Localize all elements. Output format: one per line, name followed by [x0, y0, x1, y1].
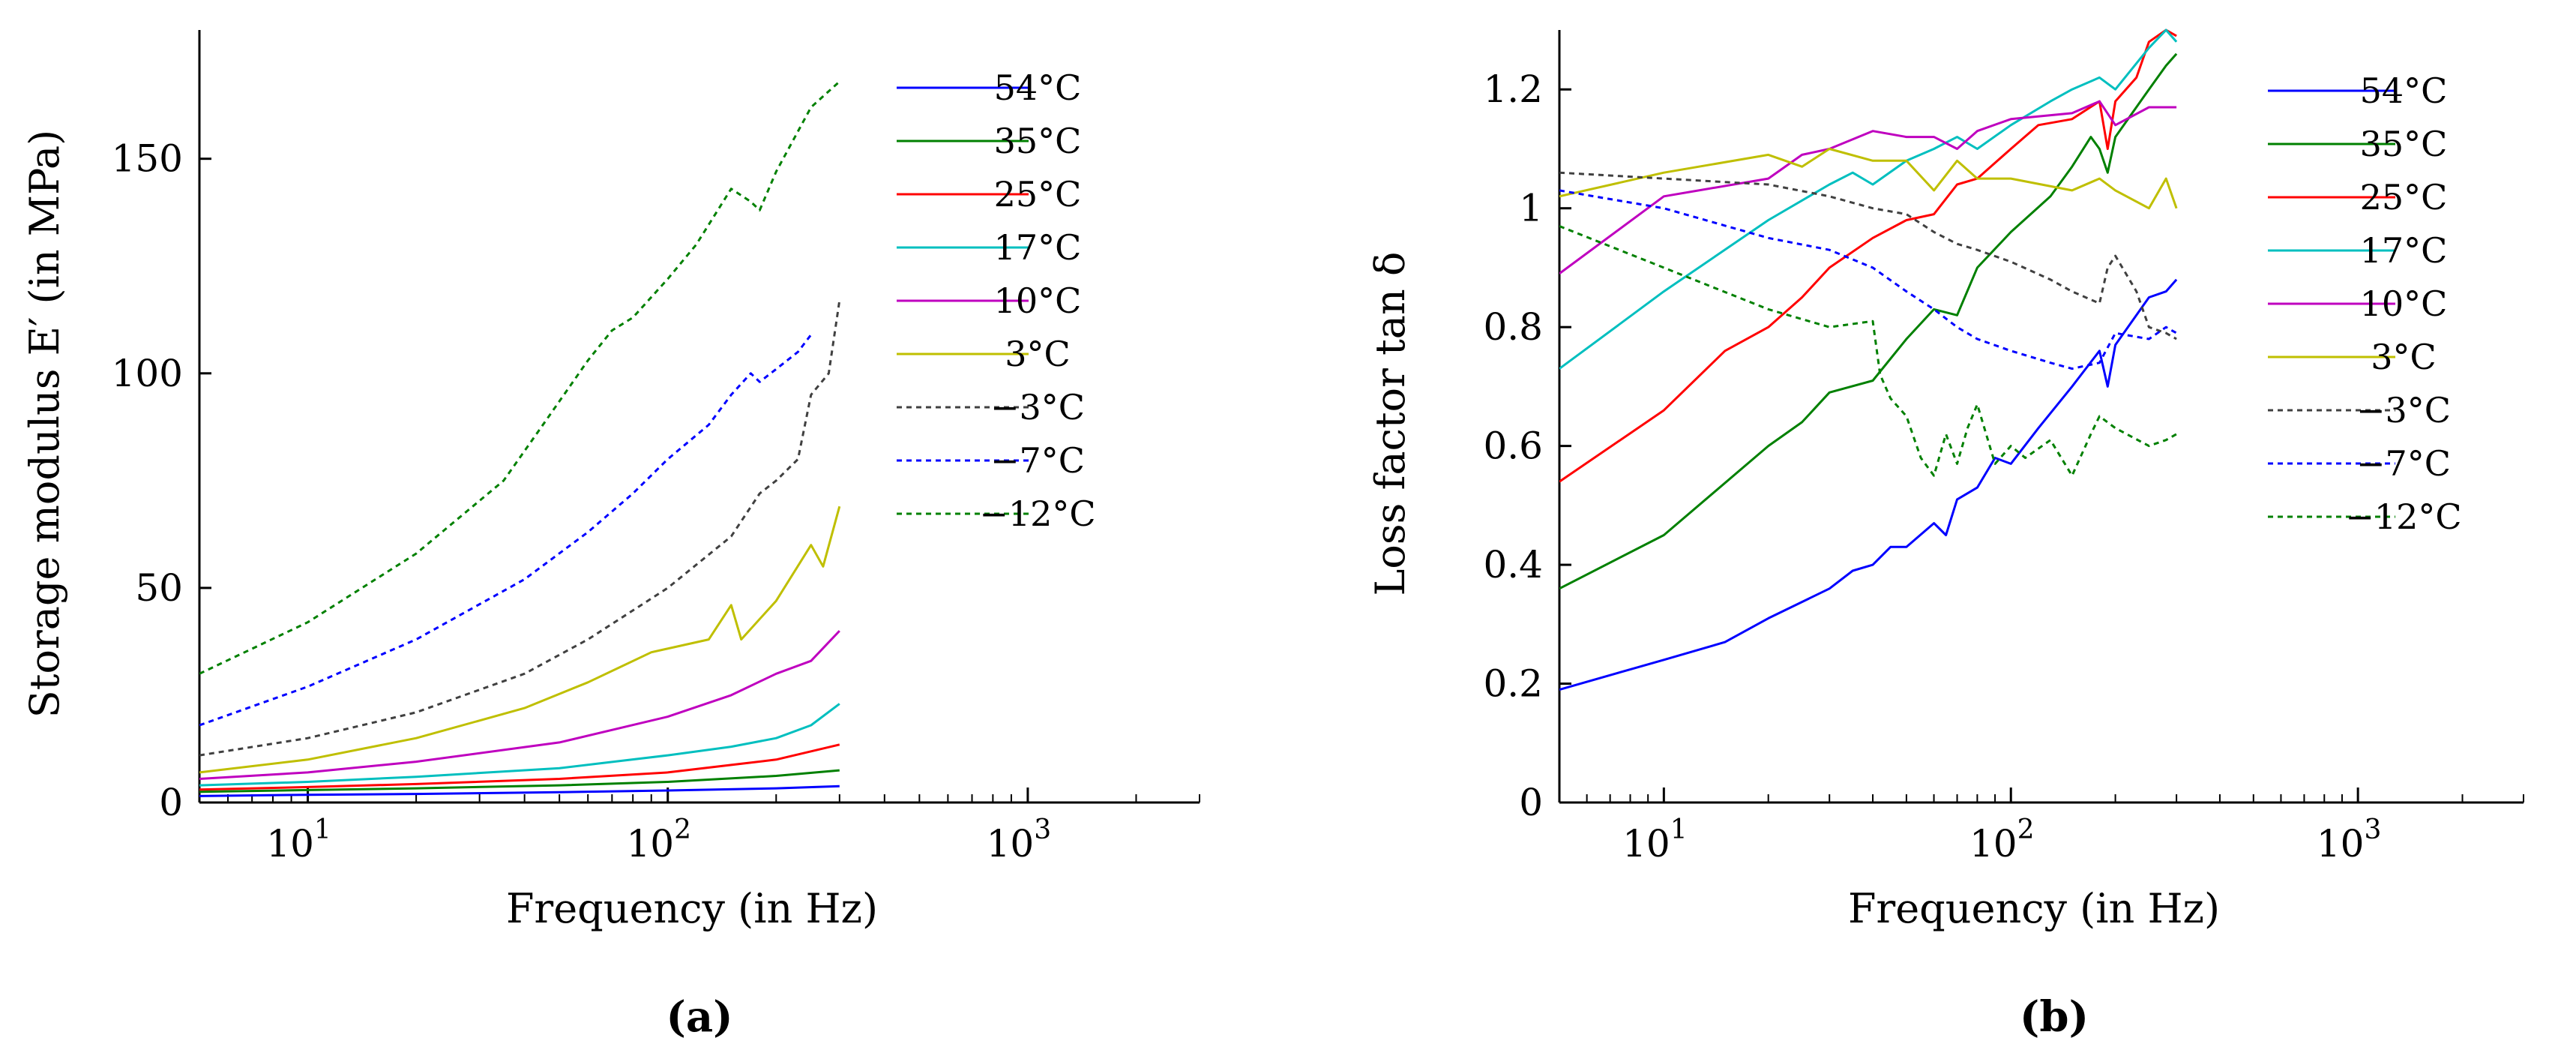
legend-label: 3°C: [1005, 334, 1070, 374]
x-tick-label: 101: [1622, 814, 1688, 866]
y-axis-title: Loss factor tan δ: [1367, 252, 1414, 596]
y-tick-label: 0: [159, 781, 183, 824]
x-tick-label: 102: [1969, 814, 2035, 866]
y-tick-label: 150: [112, 137, 183, 181]
chart-panel-a: 0 50 100 150 101 102 103 Frequency (in Hz) Stora…: [21, 30, 1200, 1042]
series-line-b-5: [1559, 148, 2178, 210]
series-line-b-8: [1559, 225, 2177, 477]
series-line-a-4: [199, 630, 840, 780]
legend-label: −7°C: [2356, 443, 2451, 484]
series-line-a-6: [199, 300, 841, 757]
series-line-b-7: [1559, 189, 2177, 370]
legend-label: −12°C: [979, 494, 1095, 534]
legend-label: 54°C: [994, 68, 1082, 108]
chart-panel-b: 0 0.2 0.4 0.6 0.8 1 1.2 101 102 103 Frequency (in …: [1367, 28, 2524, 1042]
series-line-a-2: [199, 743, 840, 791]
panel-label: (b): [2020, 992, 2089, 1042]
y-tick-label: 100: [112, 352, 183, 395]
legend-label: −3°C: [990, 387, 1085, 428]
legend-label: 35°C: [994, 121, 1082, 161]
y-tick-label: 0: [1519, 781, 1543, 824]
x-tick-label: 103: [987, 814, 1052, 866]
series-line-b-1: [1559, 52, 2178, 590]
y-tick-label: 50: [135, 566, 183, 610]
legend-label: 10°C: [994, 280, 1082, 321]
y-tick-label: 1: [1519, 187, 1543, 230]
y-axis-title: Storage modulus E′ (in MPa): [21, 130, 68, 718]
legend-label: 54°C: [2360, 70, 2448, 111]
series-line-b-4: [1559, 100, 2177, 275]
y-tick-label: 0.4: [1483, 543, 1543, 586]
series-line-b-6: [1559, 171, 2177, 340]
legend-label: −12°C: [2345, 496, 2461, 537]
series-line-a-5: [199, 506, 841, 774]
legend-label: 35°C: [2360, 124, 2448, 164]
y-tick-label: 0.2: [1483, 662, 1543, 706]
x-axis-title: Frequency (in Hz): [506, 885, 878, 932]
y-tick-label: 1.2: [1483, 68, 1543, 111]
y-tick-label: 0.8: [1483, 305, 1543, 349]
legend-label: 3°C: [2371, 337, 2436, 377]
series-line-b-3: [1559, 28, 2178, 370]
x-tick-label: 101: [266, 814, 331, 866]
series-line-a-1: [199, 769, 840, 794]
x-tick-label: 103: [2317, 814, 2382, 866]
legend-label: 25°C: [2360, 177, 2448, 218]
x-axis-title: Frequency (in Hz): [1848, 885, 2220, 932]
series-line-b-2: [1559, 28, 2177, 483]
y-tick-label: 0.6: [1483, 424, 1543, 468]
series-line-a-3: [199, 703, 840, 787]
legend-label: −7°C: [990, 440, 1085, 481]
panel-label: (a): [666, 992, 732, 1042]
x-tick-label: 102: [626, 814, 691, 866]
legend-label: −3°C: [2356, 390, 2451, 430]
series-line-a-0: [199, 784, 840, 797]
legend-label: 25°C: [994, 174, 1082, 214]
series-line-b-0: [1559, 278, 2178, 691]
legend-label: 17°C: [2360, 230, 2448, 271]
series-line-a-7: [199, 334, 812, 727]
series-line-a-8: [199, 80, 840, 675]
legend-label: 10°C: [2360, 284, 2448, 324]
legend-label: 17°C: [994, 227, 1082, 268]
